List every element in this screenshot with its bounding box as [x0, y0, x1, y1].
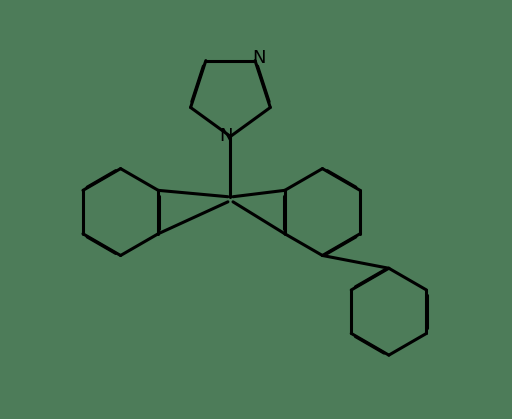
Text: N: N — [252, 49, 266, 67]
Text: N: N — [220, 127, 233, 145]
